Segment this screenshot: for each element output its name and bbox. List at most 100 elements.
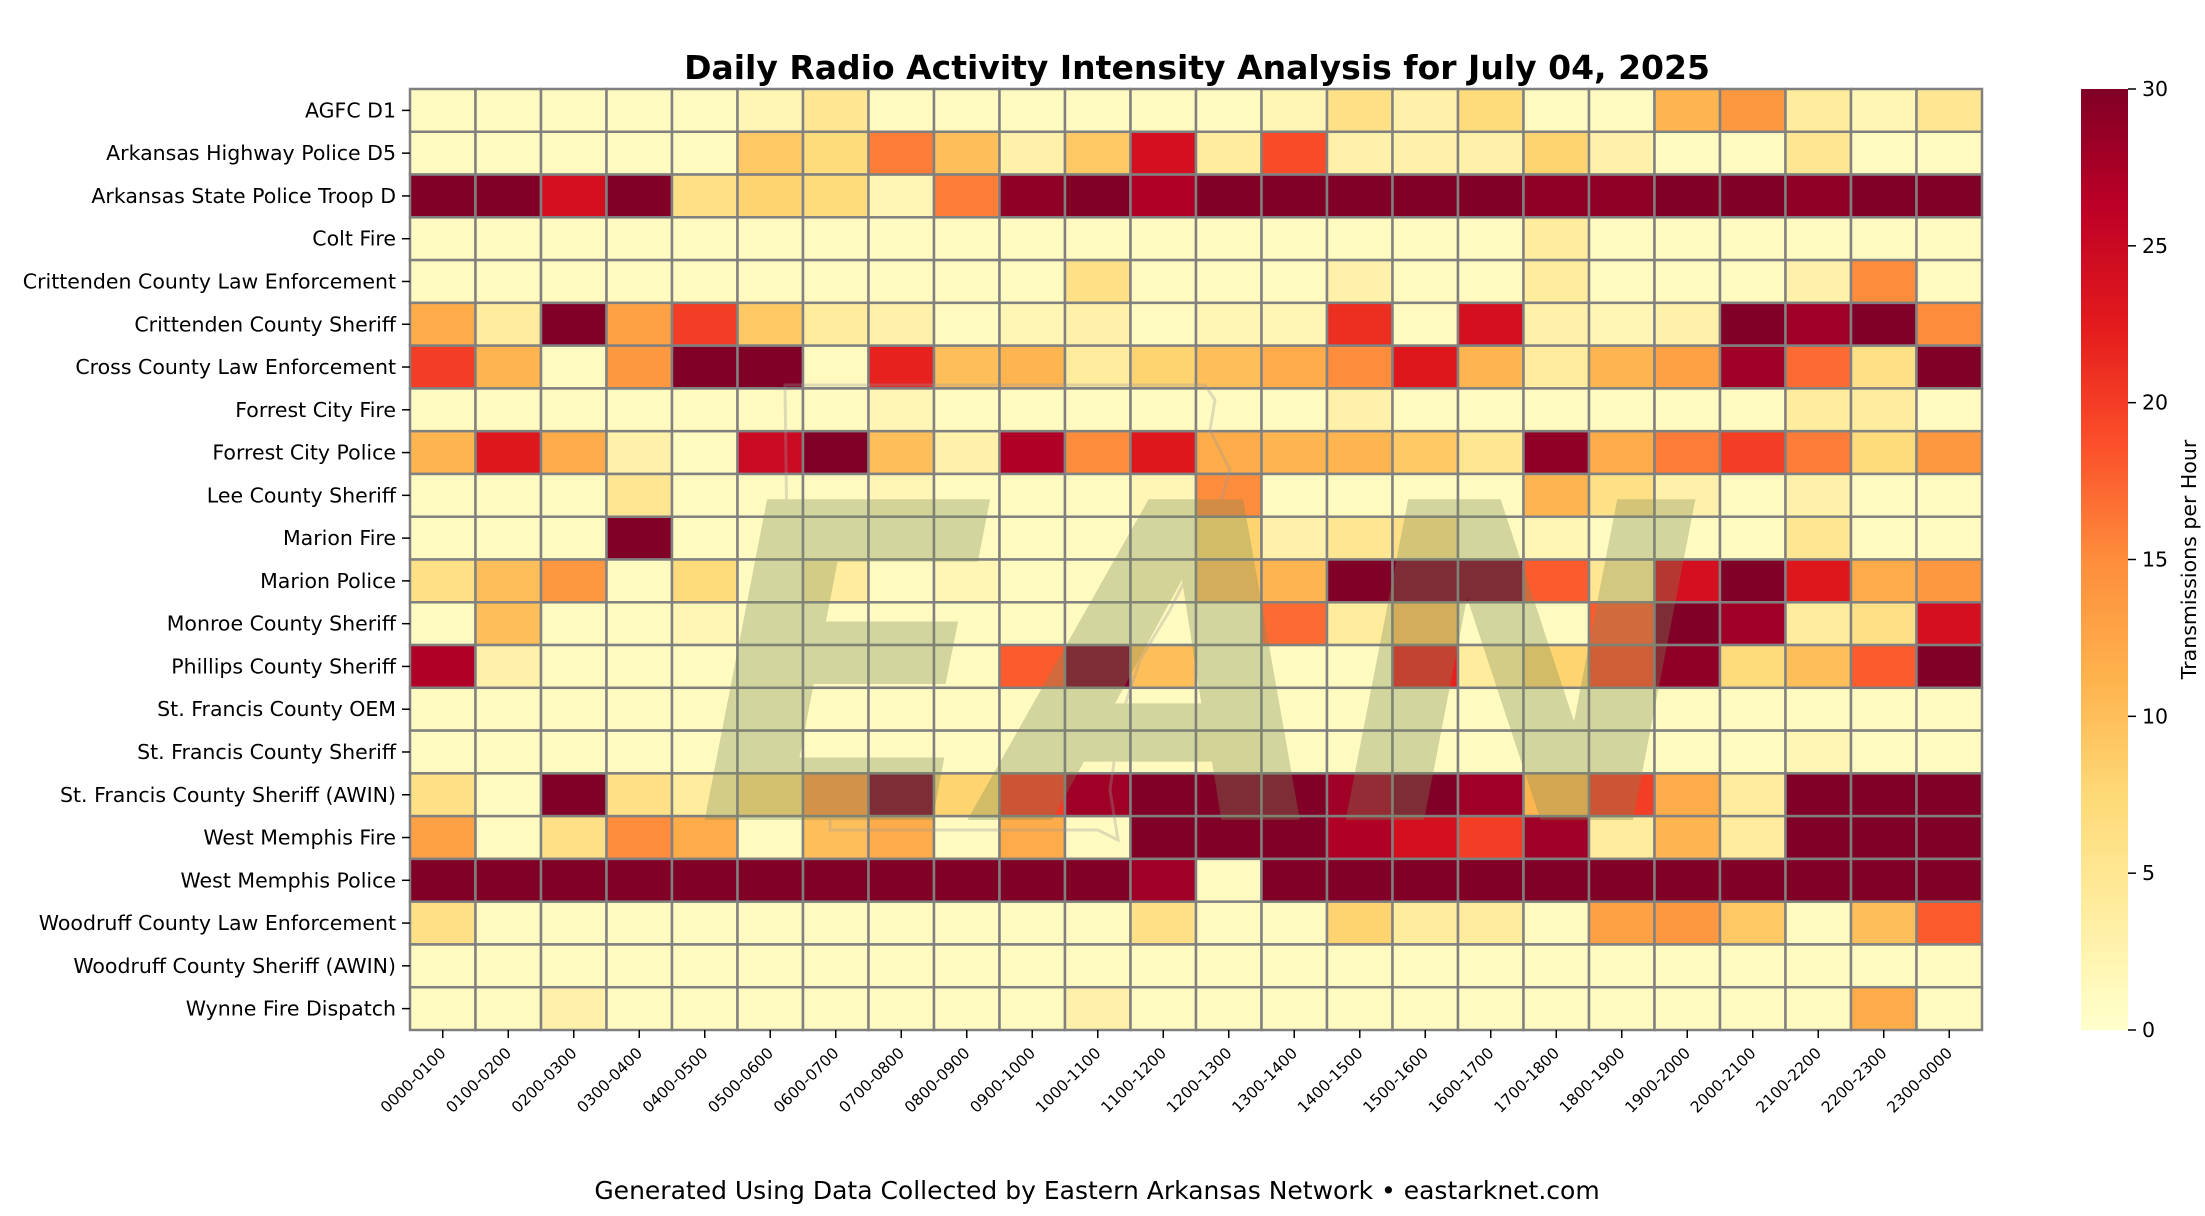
heatmap-cell (736, 173, 805, 219)
heatmap-cell (1587, 87, 1656, 134)
heatmap-cell (736, 258, 805, 305)
heatmap-cell (408, 472, 477, 518)
heatmap-cell (408, 558, 477, 604)
x-tick-label: 1400-1500 (1294, 1044, 1366, 1116)
heatmap-cell (1063, 643, 1132, 690)
heatmap-cell (1391, 130, 1460, 176)
heatmap-cell (1915, 900, 1984, 946)
heatmap-cell (1260, 943, 1329, 989)
heatmap-cell (1129, 87, 1198, 134)
y-tick-label: Forrest City Police (212, 441, 396, 465)
heatmap-cell (1915, 772, 1984, 818)
heatmap-cell (1391, 173, 1460, 219)
heatmap-cell (474, 686, 543, 732)
heatmap-cell (1784, 772, 1853, 818)
heatmap-cell (1063, 601, 1132, 647)
heatmap-cell (1587, 943, 1656, 989)
heatmap-cell (408, 686, 477, 732)
heatmap-cell (736, 301, 805, 347)
heatmap-cell (867, 772, 936, 818)
x-tick-label: 1600-1700 (1425, 1044, 1497, 1116)
x-tick-label: 1500-1600 (1360, 1044, 1432, 1116)
heatmap-cell (1849, 601, 1918, 647)
x-axis-labels: 0000-01000100-02000200-03000300-04000400… (377, 1030, 1956, 1117)
arkansas-outline-shape (783, 383, 1232, 843)
heatmap-cell (867, 344, 936, 390)
heatmap-cell (867, 173, 936, 219)
heatmap-cell (1849, 943, 1918, 989)
heatmap-cell (539, 216, 608, 262)
colorbar: 0 5 10 15 20 25 30 Transmissions per Hour (2081, 77, 2201, 1042)
heatmap-cell (867, 130, 936, 176)
heatmap-cell (1915, 814, 1984, 861)
heatmap-cell (1456, 87, 1525, 134)
heatmap-cell (998, 900, 1067, 946)
heatmap-cell (736, 943, 805, 989)
heatmap-cell (1260, 643, 1329, 690)
heatmap-cell (867, 943, 936, 989)
y-tick-label: Woodruff County Sheriff (AWIN) (73, 954, 396, 978)
heatmap-cell (1915, 429, 1984, 476)
heatmap-cell (1849, 985, 1918, 1032)
y-tick-label: Forrest City Fire (235, 398, 396, 422)
heatmap-cell (408, 216, 477, 262)
heatmap-cell (932, 729, 1001, 775)
heatmap-cell (1194, 87, 1263, 134)
heatmap-cell (605, 814, 674, 861)
heatmap-cell (1915, 301, 1984, 347)
heatmap-cell (736, 216, 805, 262)
heatmap-cell (1063, 173, 1132, 219)
heatmap-cell (539, 772, 608, 818)
y-tick-label: Crittenden County Law Enforcement (23, 269, 396, 293)
heatmap-cell (736, 472, 805, 518)
heatmap-cell (539, 857, 608, 903)
heatmap-cell (1522, 985, 1591, 1032)
heatmap-cell (801, 173, 870, 219)
colorbar-tick-label: 5 (2142, 861, 2155, 885)
heatmap-cell (801, 301, 870, 347)
heatmap-cell (408, 943, 477, 989)
heatmap-cell (539, 643, 608, 690)
heatmap-cell (408, 301, 477, 347)
heatmap-cell (1915, 643, 1984, 690)
heatmap-cell (1653, 344, 1722, 390)
x-tick-label: 0100-0200 (443, 1044, 515, 1116)
heatmap-cell (474, 429, 543, 476)
heatmap-cell (1129, 814, 1198, 861)
heatmap-cell (605, 515, 674, 561)
heatmap-cell (539, 344, 608, 390)
x-tick-label: 0800-0900 (901, 1044, 973, 1116)
heatmap-cell (605, 301, 674, 347)
heatmap-cell (1260, 258, 1329, 305)
y-tick-label: Woodruff County Law Enforcement (39, 911, 396, 935)
heatmap-cell (1849, 729, 1918, 775)
heatmap-cell (1063, 258, 1132, 305)
heatmap-cell (932, 472, 1001, 518)
heatmap-cell (1653, 301, 1722, 347)
heatmap-cell (408, 173, 477, 219)
heatmap-cell (1194, 130, 1263, 176)
heatmap-cell (408, 985, 477, 1032)
heatmap-cell (1784, 814, 1853, 861)
heatmap-cell (1915, 258, 1984, 305)
heatmap-cell (1718, 387, 1787, 433)
heatmap-cell (539, 814, 608, 861)
heatmap-cell (1587, 344, 1656, 390)
heatmap-cell (801, 900, 870, 946)
heatmap-cell (408, 429, 477, 476)
heatmap-cell (1915, 87, 1984, 134)
heatmap-cell (1129, 601, 1198, 647)
heatmap-cell (474, 344, 543, 390)
heatmap-cell (998, 216, 1067, 262)
colorbar-tick-label: 0 (2142, 1018, 2155, 1042)
heatmap-cell (1849, 515, 1918, 561)
heatmap-cell (736, 87, 805, 134)
colorbar-tick-label: 25 (2142, 234, 2168, 258)
heatmap-cell (1063, 87, 1132, 134)
heatmap-cell (1587, 301, 1656, 347)
heatmap-cell (1194, 985, 1263, 1032)
colorbar-tick-label: 20 (2142, 391, 2168, 415)
heatmap-cell (1456, 301, 1525, 347)
heatmap-cell (1260, 301, 1329, 347)
heatmap-cell (1718, 772, 1787, 818)
